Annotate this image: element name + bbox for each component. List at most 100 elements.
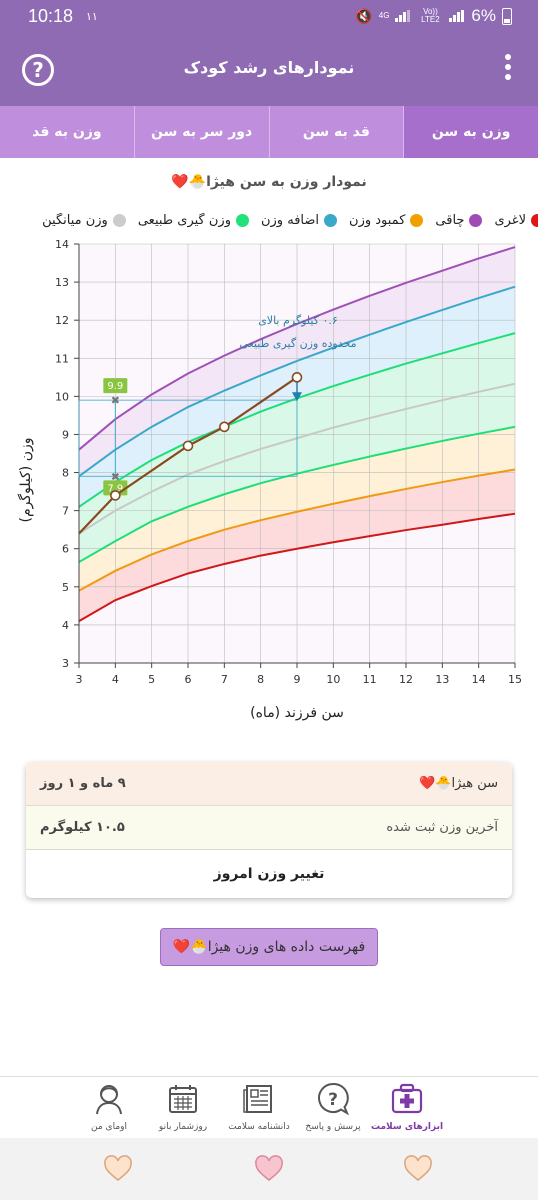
x-tick-label: 9 — [294, 673, 301, 686]
page-title: نمودارهای رشد کودک — [183, 58, 355, 77]
legend-item-obesity[interactable]: چاقی — [435, 213, 483, 228]
menu-dot-icon — [505, 64, 511, 70]
x-tick-label: 14 — [472, 673, 486, 686]
signal-icon-2 — [449, 10, 465, 22]
y-tick-label: 14 — [55, 238, 69, 251]
chart-tabs: وزن به قد دور سر به سن قد به سن وزن به س… — [0, 106, 538, 158]
y-tick-label: 3 — [62, 657, 69, 670]
legend-label: چاقی — [435, 213, 465, 228]
change-weight-button[interactable]: تغییر وزن امروز — [213, 866, 325, 882]
tab-weight-for-age[interactable]: وزن به سن — [403, 106, 538, 158]
nav-label: ابزارهای سلامت — [370, 1122, 444, 1132]
annotation-line2: محدوده وزن گیری طبیعی — [239, 337, 356, 350]
last-weight-label: آخرین وزن ثبت شده — [386, 820, 498, 835]
nav-label: اومای من — [91, 1122, 127, 1132]
weight-for-age-chart[interactable]: 3 4 5 6 7 8 9 10 11 12 13 14 15 3 4 5 6 7 8 9 10 11 12 13 14 ✖ 9.… — [0, 236, 538, 726]
signal-icon — [395, 10, 411, 22]
y-tick-label: 4 — [62, 619, 69, 632]
health-kit-icon — [391, 1083, 423, 1114]
x-tick-label: 12 — [399, 673, 413, 686]
tab-weight-for-height[interactable]: وزن به قد — [32, 124, 102, 140]
current-arrow-head — [292, 392, 302, 402]
tab-head-circumference[interactable]: دور سر به سن — [133, 106, 269, 158]
last-weight-value: ۱۰.۵ کیلوگرم — [40, 820, 125, 835]
legend-item-underweight[interactable]: کمبود وزن — [349, 213, 424, 228]
y-tick-label: 8 — [62, 467, 69, 480]
age-label: سن هیژا🐣❤️ — [419, 776, 498, 791]
nav-calendar[interactable]: روزشمار بانو — [138, 1081, 228, 1132]
y-tick-label: 13 — [55, 276, 69, 289]
network-4g-label: 4G — [378, 11, 390, 20]
x-tick-label: 10 — [326, 673, 340, 686]
nav-questions[interactable]: ? پرسش و پاسخ — [288, 1081, 378, 1132]
normal-range-box — [78, 399, 298, 477]
calendar-icon — [169, 1085, 197, 1113]
y-tick-label: 5 — [62, 581, 69, 594]
legend-item-median[interactable]: وزن میانگین — [42, 213, 126, 228]
curve-thinness — [78, 512, 516, 622]
mute-icon: 🔇 — [355, 7, 373, 24]
x-tick-label: 15 — [508, 673, 522, 686]
encyclopedia-icon — [243, 1085, 272, 1113]
question-bubble-icon: ? — [318, 1082, 350, 1116]
range-x-marker: ✖ — [111, 394, 120, 407]
nav-profile[interactable]: اومای من — [64, 1081, 154, 1132]
range-badge-label: 9.9 — [107, 381, 123, 392]
legend-label: وزن گیری طبیعی — [137, 213, 231, 228]
x-tick-label: 5 — [148, 673, 155, 686]
age-row: سن هیژا🐣❤️ ۹ ماه و ۱ روز — [26, 762, 512, 806]
child-weight-point — [182, 440, 194, 452]
x-tick-label: 13 — [435, 673, 449, 686]
nav-encyclopedia[interactable]: دانشنامه سلامت — [214, 1081, 304, 1132]
annotation-line1: ۰.۶ کیلوگرم بالای — [258, 314, 338, 327]
battery-icon — [502, 7, 512, 25]
chart-legend: لاغری چاقی کمبود وزن اضافه وزن وزن گیری … — [0, 213, 538, 237]
weight-data-list-button[interactable]: فهرست داده های وزن هیژا🐣❤️ — [160, 928, 378, 966]
status-icons: 🔇 4G Vo)) LTE2 6% — [355, 6, 512, 26]
legend-item-normal[interactable]: وزن گیری طبیعی — [138, 213, 249, 228]
legend-dot — [235, 214, 249, 227]
legend-item-thinness[interactable]: لاغری — [494, 213, 538, 228]
age-value: ۹ ماه و ۱ روز — [40, 776, 126, 791]
y-tick-label: 6 — [62, 543, 69, 556]
battery-percent: 6% — [471, 6, 496, 25]
x-tick-label: 6 — [185, 673, 192, 686]
status-bar: 10:18 ۱۱ 🔇 4G Vo)) LTE2 6% — [0, 0, 538, 34]
child-weight-point — [110, 490, 121, 501]
legend-dot — [531, 214, 538, 227]
y-axis-label: وزن (کیلوگرم) — [17, 438, 34, 523]
heart-icon[interactable] — [403, 1155, 433, 1183]
range-badge-label: 7.9 — [107, 483, 123, 494]
chart-title: نمودار وزن به سن هیژا🐣❤️ — [171, 174, 367, 190]
curve-obesity — [78, 246, 516, 451]
network-lte-label: Vo)) LTE2 — [421, 7, 440, 24]
child-info-card: سن هیژا🐣❤️ ۹ ماه و ۱ روز آخرین وزن ثبت ش… — [26, 762, 512, 898]
nav-health-tools[interactable]: ابزارهای سلامت — [362, 1081, 452, 1132]
range-badge — [103, 378, 128, 394]
y-tick-label: 12 — [55, 314, 69, 327]
last-weight-row: آخرین وزن ثبت شده ۱۰.۵ کیلوگرم — [26, 806, 512, 850]
help-button[interactable]: ? — [22, 54, 54, 86]
legend-item-overweight[interactable]: اضافه وزن — [261, 213, 338, 228]
help-icon: ? — [32, 58, 44, 82]
range-x-marker: ✖ — [111, 470, 120, 483]
app-header: ? نمودارهای رشد کودک — [0, 34, 538, 106]
legend-dot — [112, 214, 126, 227]
x-tick-label: 3 — [76, 673, 83, 686]
menu-dot-icon — [505, 74, 511, 80]
more-menu-button[interactable] — [504, 54, 512, 86]
system-navigation-bar — [0, 1138, 538, 1200]
child-weight-point — [291, 372, 303, 383]
legend-label: وزن میانگین — [42, 213, 108, 228]
profile-icon — [96, 1085, 122, 1115]
bottom-navigation: ابزارهای سلامت ? پرسش و پاسخ دانشنامه سل… — [0, 1076, 538, 1138]
nav-label: دانشنامه سلامت — [228, 1122, 290, 1132]
heart-icon[interactable] — [254, 1155, 284, 1183]
svg-text:?: ? — [328, 1090, 338, 1110]
tab-height-for-age[interactable]: قد به سن — [268, 106, 404, 158]
legend-dot — [324, 214, 338, 227]
y-tick-label: 9 — [62, 428, 69, 441]
heart-icon[interactable] — [103, 1155, 133, 1183]
x-tick-label: 8 — [257, 673, 264, 686]
x-tick-label: 7 — [221, 673, 228, 686]
